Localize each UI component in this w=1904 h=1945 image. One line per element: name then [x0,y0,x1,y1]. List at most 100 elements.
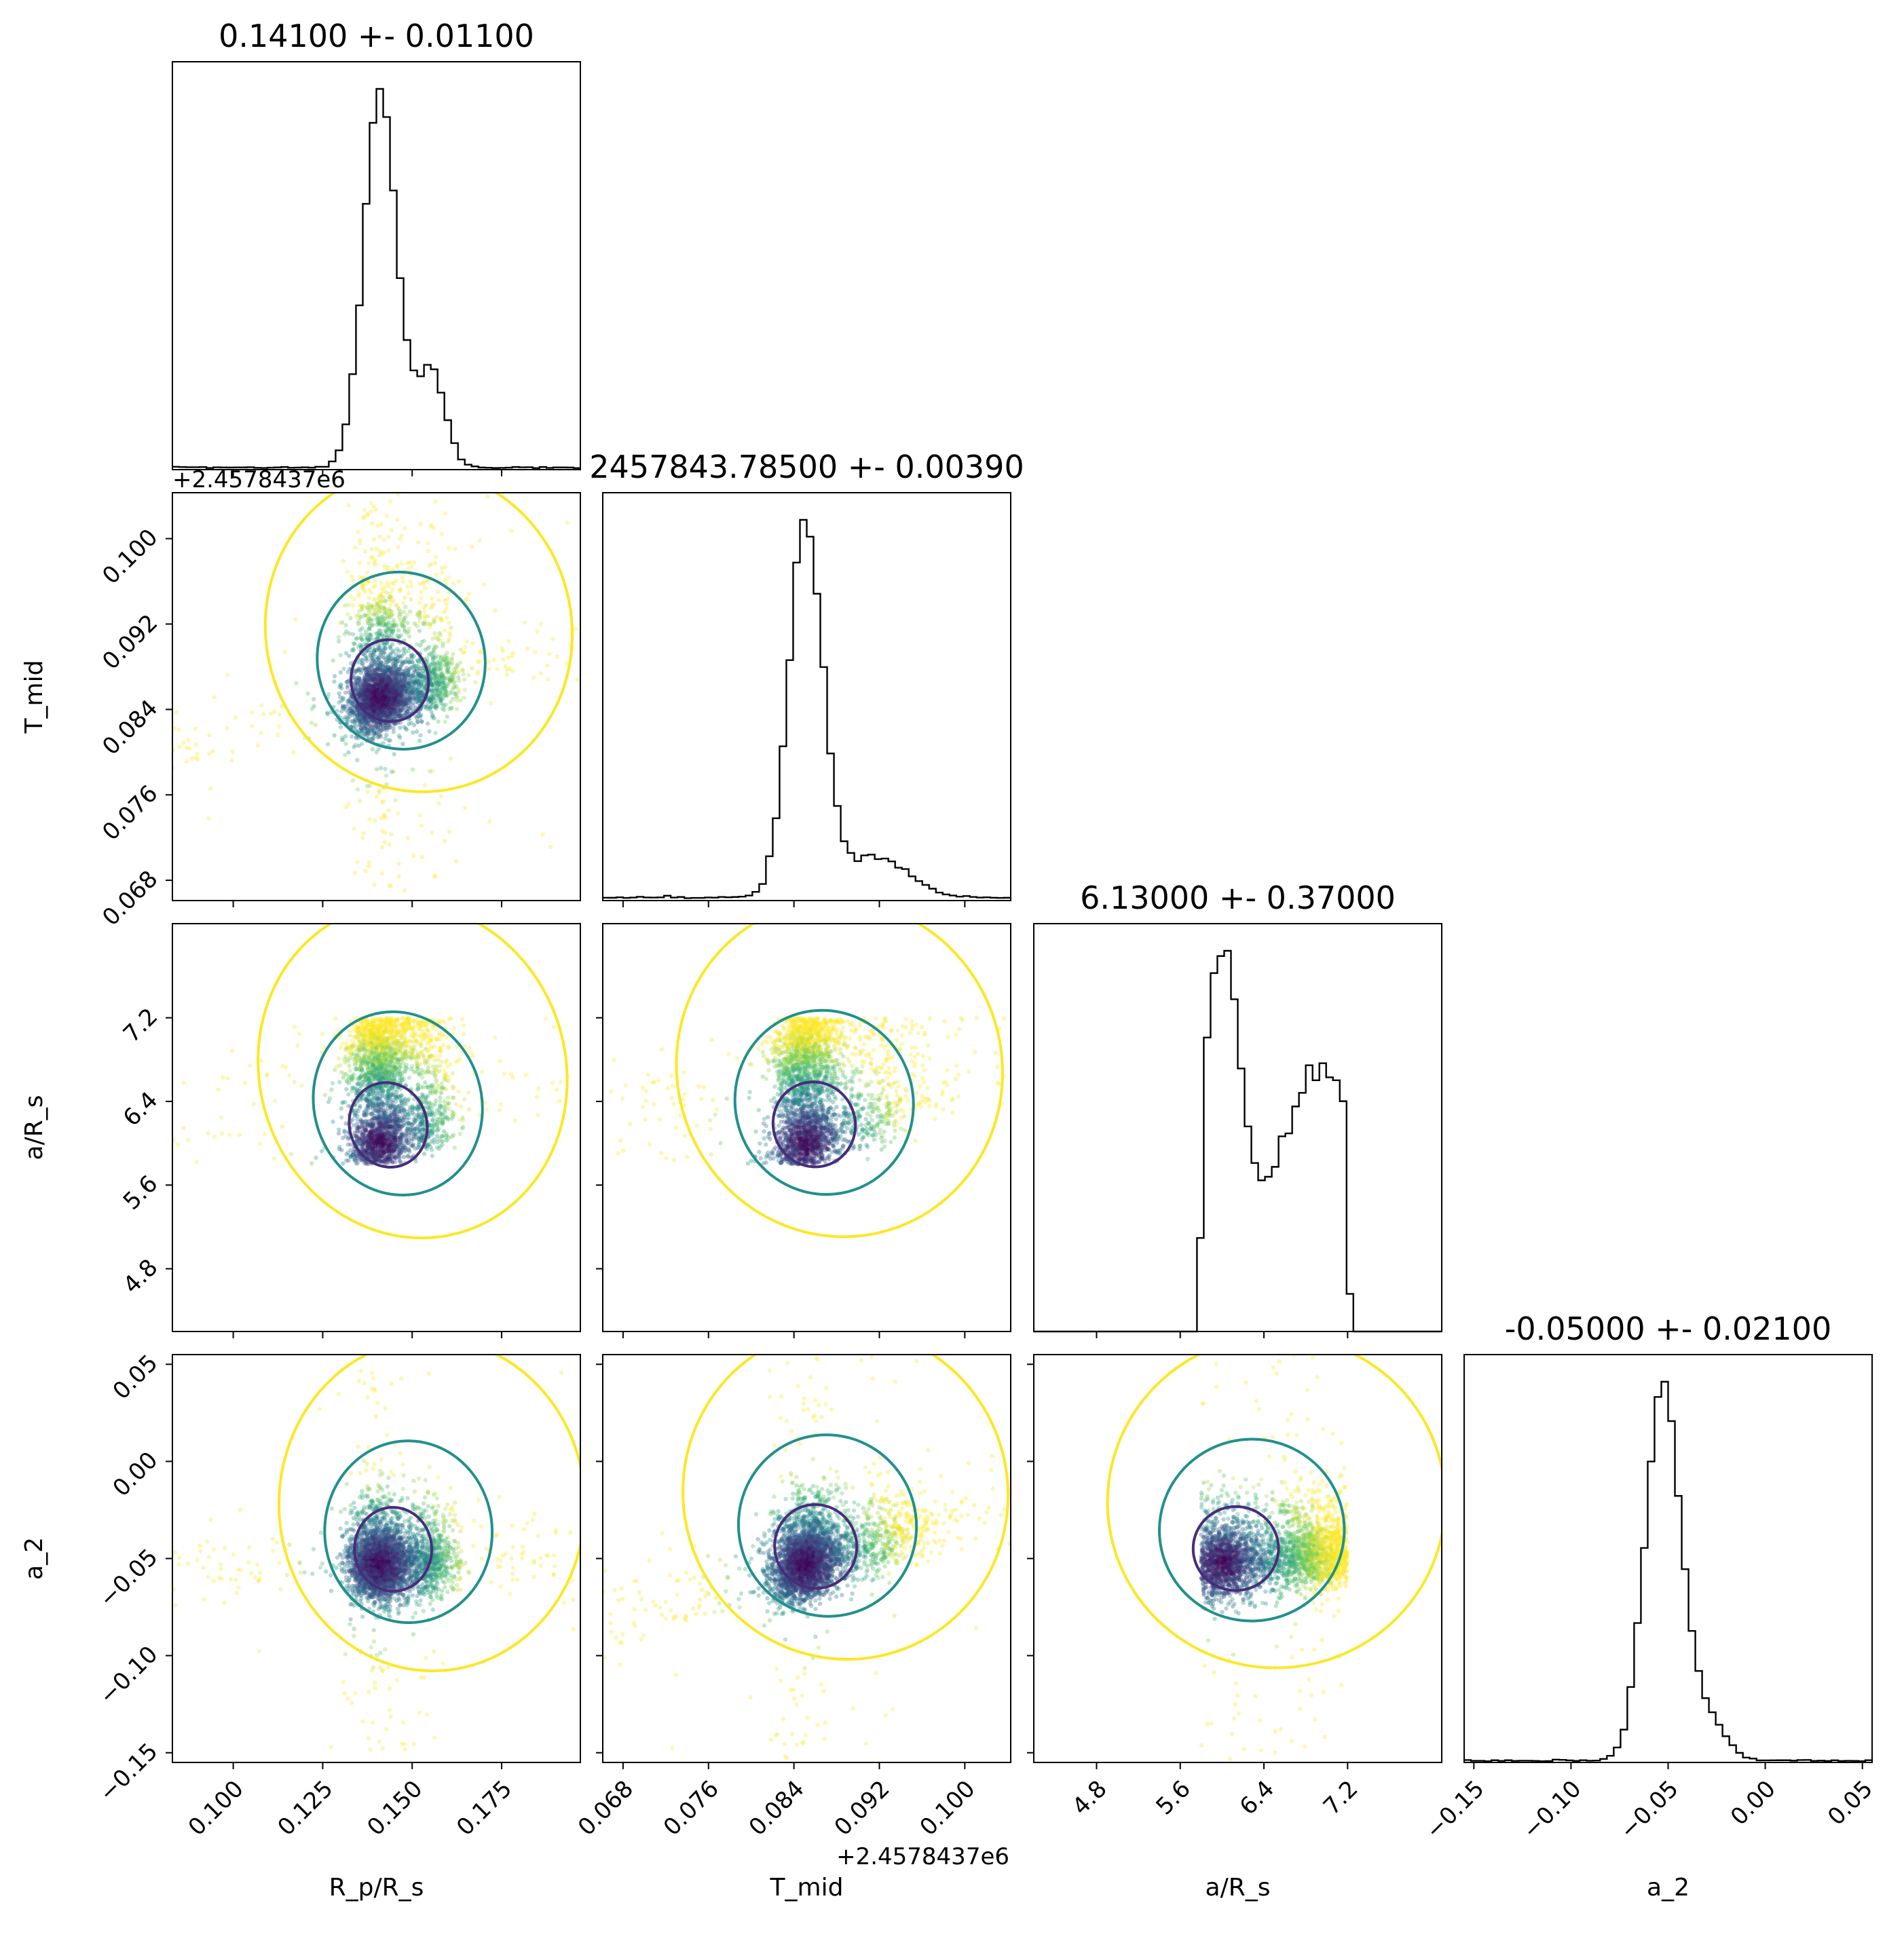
scatter-point [445,667,449,673]
scatter-point [372,732,377,737]
scatter-point [376,673,381,677]
scatter-point [395,681,400,687]
scatter-point [389,692,394,697]
scatter-point [388,714,393,719]
scatter-point [383,672,388,677]
scatter-point [227,1133,232,1137]
scatter-point [384,622,388,627]
scatter-point [386,691,392,696]
scatter-point [411,684,416,690]
scatter-point [403,669,407,675]
scatter-point [377,668,382,673]
scatter-point [377,667,382,673]
scatter-point [362,723,367,728]
scatter-point [383,658,388,662]
scatter-point [379,599,384,604]
scatter-point [403,616,408,620]
scatter-point [381,668,386,673]
scatter-point [438,698,443,703]
scatter-point [351,725,356,730]
scatter-point [370,604,375,609]
scatter-point [432,664,437,669]
scatter-point [380,727,385,732]
scatter-point [357,659,362,664]
scatter-point [417,674,423,679]
scatter-point [377,697,381,702]
scatter-point [365,656,369,660]
scatter-point [397,689,402,694]
scatter-point [434,1133,440,1138]
scatter-point [449,690,454,695]
scatter-point [385,690,390,696]
scatter-point [338,1045,343,1050]
scatter-point [371,708,376,713]
scatter-point [337,685,342,690]
scatter-point [436,680,441,685]
scatter-point [376,620,381,626]
scatter-point [386,694,391,699]
scatter-point [506,655,511,660]
scatter-point [389,769,394,774]
scatter-point [379,871,385,876]
scatter-point [392,696,397,701]
scatter-point [443,654,447,658]
scatter-point [373,710,377,715]
scatter-point [365,687,370,692]
scatter-point [382,674,388,679]
scatter-point [433,554,438,559]
scatter-point [379,699,384,704]
scatter-point [394,685,398,691]
scatter-point [430,688,436,694]
scatter-point [365,697,370,702]
scatter-point [362,677,368,682]
scatter-point [449,675,454,680]
scatter-point [429,688,434,693]
scatter-point [422,685,427,690]
scatter-point [365,694,371,698]
scatter-point [538,671,543,676]
scatter-point [417,677,422,682]
scatter-point [369,662,374,666]
scatter-point [409,675,414,679]
scatter-point [373,699,378,704]
scatter-point [416,672,421,677]
scatter-point [436,637,441,642]
scatter-point [361,831,366,836]
scatter-point [403,678,409,683]
scatter-point [390,683,394,688]
scatter-point [377,622,382,627]
scatter-point [378,696,384,700]
scatter-point [382,711,387,715]
scatter-point [388,658,393,663]
scatter-point [357,677,362,681]
scatter-point [393,713,398,719]
scatter-point [356,678,361,683]
scatter-point [358,537,362,542]
hist-panel-ars: 6.13000 +- 0.37000 [1033,880,1442,1333]
scatter-point [429,681,434,685]
scatter-point [443,1060,448,1065]
scatter-point [367,695,371,700]
scatter-point [398,609,403,614]
scatter-point [402,674,407,679]
scatter-point [356,696,362,701]
scatter-point [384,668,388,673]
scatter-point [346,711,350,715]
scatter-point [359,632,364,637]
scatter-point [335,709,339,713]
scatter-point [382,682,388,687]
scatter-point [377,695,382,700]
scatter-point [403,686,408,691]
scatter-point [380,675,386,680]
scatter-point [510,668,515,673]
scatter-point [466,1090,471,1095]
scatter-point [369,611,374,617]
scatter-point [372,702,377,706]
scatter-point [372,676,377,681]
scatter-point [388,691,393,696]
scatter-point [432,647,436,652]
scatter-point [419,688,424,693]
scatter-point [400,700,405,704]
scatter-point [371,697,376,702]
scatter-point [400,742,405,747]
